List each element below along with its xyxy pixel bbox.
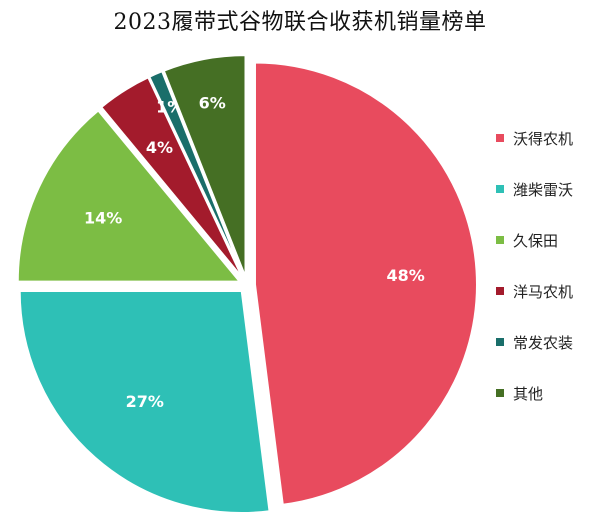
legend-swatch: [496, 236, 504, 244]
legend-swatch: [496, 389, 504, 397]
legend-label: 沃得农机: [513, 129, 574, 148]
legend-item-5: 常发农装: [496, 328, 600, 356]
slice-label-1: 48%: [386, 266, 424, 285]
pie-slice-6: [162, 54, 247, 278]
pie-slice-5: [147, 69, 245, 279]
slice-label-6: 6%: [199, 94, 226, 113]
legend-label: 其他: [513, 384, 544, 403]
legend-swatch: [496, 338, 504, 346]
pie-slice-1: [253, 61, 478, 506]
legend-item-1: 沃得农机: [496, 124, 600, 152]
legend-label: 常发农装: [513, 333, 574, 352]
legend: 沃得农机潍柴雷沃久保田洋马农机常发农装其他: [496, 124, 600, 430]
legend-item-4: 洋马农机: [496, 277, 600, 305]
legend-item-3: 久保田: [496, 226, 600, 254]
slice-label-3: 14%: [84, 208, 122, 227]
slice-label-4: 4%: [146, 138, 173, 157]
slice-label-2: 27%: [126, 392, 164, 411]
legend-item-2: 潍柴雷沃: [496, 175, 600, 203]
legend-label: 潍柴雷沃: [513, 180, 574, 199]
legend-swatch: [496, 134, 504, 142]
legend-item-6: 其他: [496, 379, 600, 407]
pie-slice-4: [99, 76, 244, 279]
legend-label: 久保田: [513, 231, 559, 250]
legend-swatch: [496, 185, 504, 193]
pie-slice-2: [18, 290, 271, 514]
chart-title: 2023履带式谷物联合收获机销量榜单: [113, 10, 487, 35]
pie-slice-3: [16, 109, 242, 283]
legend-label: 洋马农机: [513, 282, 574, 301]
legend-swatch: [496, 287, 504, 295]
